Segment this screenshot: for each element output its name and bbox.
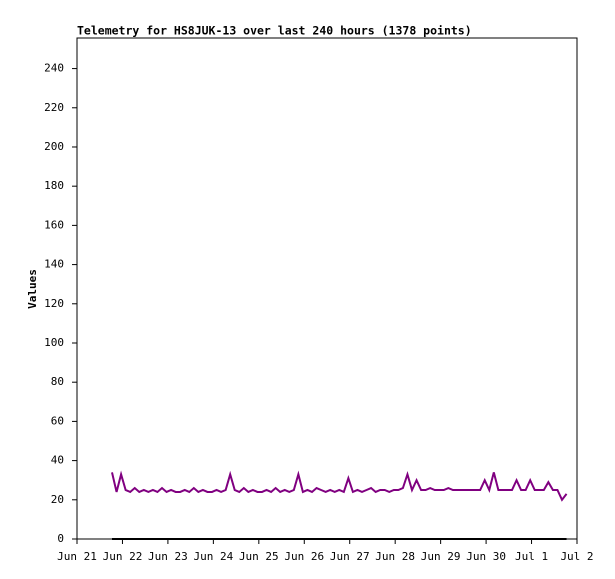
plot-frame — [76, 37, 578, 540]
y-tick-label: 100 — [44, 336, 64, 349]
y-axis-label: Values — [26, 269, 39, 309]
data-line — [111, 470, 568, 502]
x-tick-label: Jun 27 — [330, 550, 370, 563]
y-tick-label: 0 — [57, 532, 64, 545]
y-tick-label: 20 — [51, 493, 64, 506]
x-tick-label: Jun 23 — [148, 550, 188, 563]
x-tick-label: Jun 28 — [375, 550, 415, 563]
y-tick-label: 180 — [44, 179, 64, 192]
x-tick-label: Jun 21 — [57, 550, 97, 563]
x-tick-label: Jun 24 — [193, 550, 233, 563]
y-tick-label: 220 — [44, 101, 64, 114]
y-tick-label: 140 — [44, 258, 64, 271]
y-tick-label: 200 — [44, 140, 64, 153]
x-tick-label: Jul 1 — [515, 550, 548, 563]
x-tick-label: Jun 22 — [103, 550, 143, 563]
y-tick-label: 160 — [44, 218, 64, 231]
x-tick-label: Jul 2 — [560, 550, 593, 563]
y-tick-label: 120 — [44, 297, 64, 310]
x-tick-label: Jun 25 — [239, 550, 279, 563]
y-tick-label: 240 — [44, 62, 64, 75]
y-tick-label: 80 — [51, 375, 64, 388]
x-tick-label: Jun 30 — [466, 550, 506, 563]
chart-title: Telemetry for HS8JUK-13 over last 240 ho… — [77, 24, 472, 38]
y-tick-label: 60 — [51, 414, 64, 427]
x-tick-label: Jun 29 — [421, 550, 461, 563]
y-tick-label: 40 — [51, 454, 64, 467]
x-tick-label: Jun 26 — [284, 550, 324, 563]
